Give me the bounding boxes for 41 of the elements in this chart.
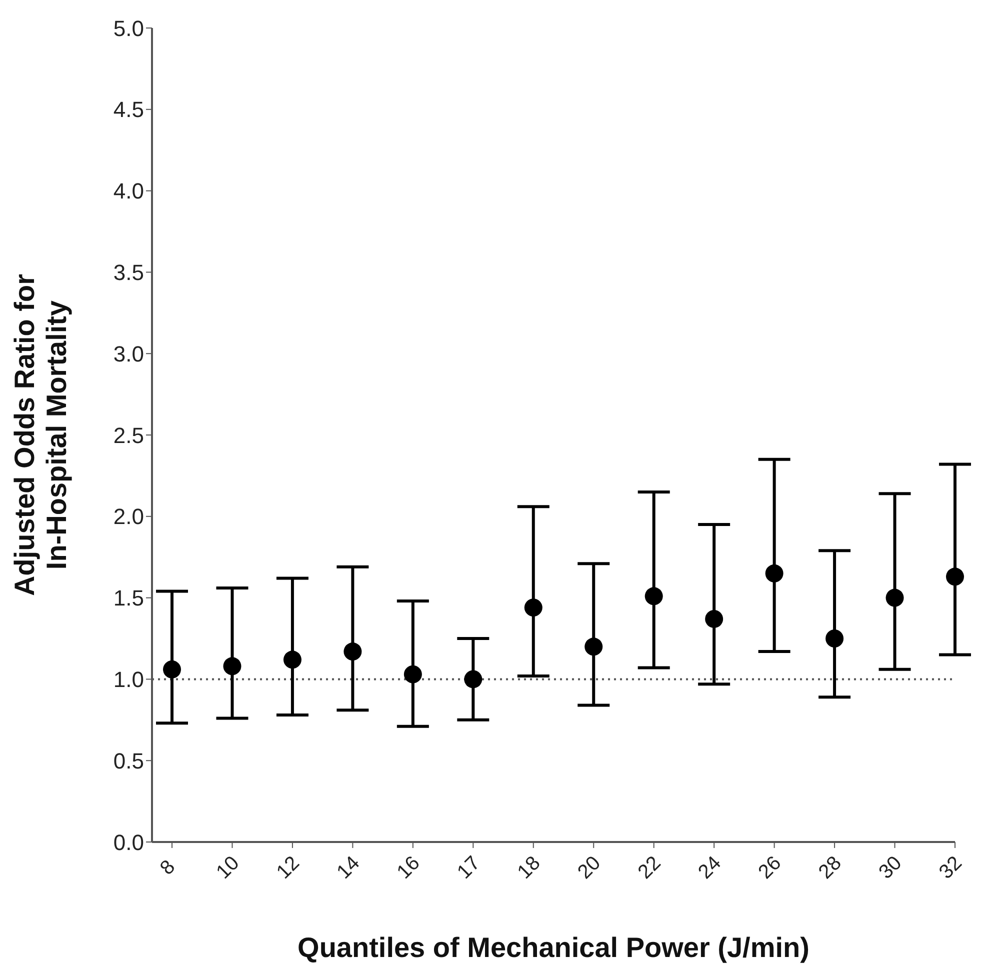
x-tick-label: 22: [634, 852, 666, 884]
y-axis-title: Adjusted Odds Ratio for In-Hospital Mortality: [9, 274, 72, 596]
point: [464, 670, 482, 688]
y-tick-label: 2.0: [113, 504, 144, 530]
point: [705, 610, 724, 628]
y-tick-label: 0.5: [113, 748, 144, 774]
x-tick-label: 28: [814, 852, 846, 884]
y-tick-label: 5.0: [113, 16, 144, 41]
point: [584, 638, 603, 656]
point: [524, 598, 542, 617]
y-tick-label: 2.5: [113, 422, 144, 448]
y-tick-label: 1.0: [113, 667, 144, 692]
x-tick-label: 12: [272, 852, 304, 884]
point: [886, 588, 904, 607]
x-tick-label: 30: [874, 852, 906, 884]
x-tick-label: 16: [393, 852, 424, 884]
point: [404, 665, 422, 684]
y-tick-label: 3.0: [113, 341, 144, 366]
point: [344, 642, 362, 661]
point: [163, 660, 181, 678]
x-tick-label: 10: [212, 852, 244, 884]
x-axis-title: Quantiles of Mechanical Power (J/min): [298, 932, 810, 963]
point: [765, 564, 784, 582]
point: [644, 587, 663, 606]
x-tick-label: 8: [156, 856, 180, 880]
y-tick-label: 0.0: [113, 830, 144, 855]
point: [826, 630, 844, 648]
x-tick-label: 20: [574, 852, 606, 884]
y-tick-label: 4.0: [113, 178, 144, 204]
x-tick-label: 17: [453, 852, 485, 884]
y-tick-label: 1.5: [113, 586, 144, 611]
y-tick-label: 4.5: [113, 97, 144, 122]
point: [946, 568, 964, 586]
x-tick-label: 32: [935, 852, 966, 884]
point: [223, 657, 242, 676]
x-tick-label: 24: [694, 852, 726, 884]
point: [283, 650, 302, 669]
x-tick-label: 26: [754, 852, 786, 884]
x-tick-label: 18: [513, 852, 545, 884]
y-tick-label: 3.5: [113, 260, 144, 286]
x-tick-label: 14: [332, 852, 364, 884]
